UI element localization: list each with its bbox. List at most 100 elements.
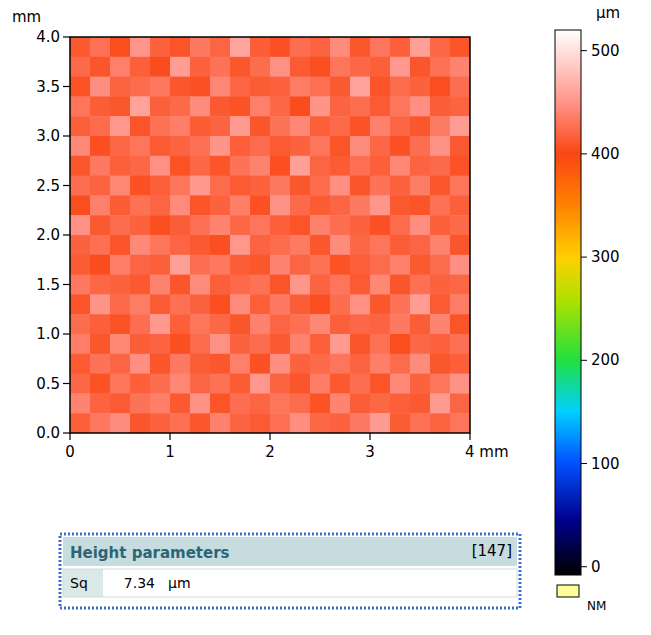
cell [310,354,331,374]
cell [130,235,151,255]
cell [370,235,391,255]
cell [430,176,451,196]
cell [110,413,131,433]
cell [190,195,211,215]
cell [350,413,371,433]
cell [350,156,371,176]
y-tick [63,383,70,384]
cell [430,96,451,116]
cell [230,255,251,275]
cell [290,176,311,196]
cell [270,77,291,97]
cell [150,136,171,156]
cell [90,314,111,334]
cell [410,255,431,275]
cell [390,96,411,116]
cell [210,334,231,354]
y-tick-label: 0.5 [36,375,60,393]
cell [210,57,231,77]
cell [290,77,311,97]
cell [270,235,291,255]
cell [350,275,371,295]
cell [310,96,331,116]
cell [70,136,91,156]
cell [150,393,171,413]
cell [230,176,251,196]
cell [330,77,351,97]
cell [410,374,431,394]
colorbar-tick [581,153,587,154]
cell [390,314,411,334]
cell [390,57,411,77]
cell [170,77,191,97]
cell [270,255,291,275]
cell [90,215,111,235]
x-tick-label: 0 [65,443,75,461]
cell [310,215,331,235]
cell [70,37,91,57]
cell [290,156,311,176]
y-tick [63,135,70,136]
cell [450,294,470,314]
cell [450,275,470,295]
cell [150,96,171,116]
cell [430,334,451,354]
cell [150,57,171,77]
cell [290,374,311,394]
cell [330,37,351,57]
cell [390,77,411,97]
cell [330,255,351,275]
cell [350,176,371,196]
cell [330,334,351,354]
cell [410,275,431,295]
cell [390,215,411,235]
cell [150,374,171,394]
y-tick [63,185,70,186]
cell [170,96,191,116]
cell [170,255,191,275]
cell [270,275,291,295]
cell [450,77,470,97]
cell [310,393,331,413]
cell [330,235,351,255]
cell [450,96,470,116]
cell [390,393,411,413]
cell [130,195,151,215]
cell [290,215,311,235]
cell [70,195,91,215]
param-header [63,537,517,566]
cell [230,96,251,116]
cell [290,57,311,77]
cell [230,215,251,235]
cell [90,393,111,413]
cell [330,136,351,156]
cell [170,176,191,196]
y-tick [63,86,70,87]
cell [290,37,311,57]
cell [310,37,331,57]
cell [430,255,451,275]
cell [130,156,151,176]
cell [190,413,211,433]
colorbar-tick-label: 500 [591,42,620,60]
cell [350,255,371,275]
cell [230,294,251,314]
y-tick [63,333,70,334]
cell [170,413,191,433]
cell [150,195,171,215]
cell [290,116,311,136]
cell [110,374,131,394]
cell [130,215,151,235]
cell [110,393,131,413]
cell [410,314,431,334]
cell [110,136,131,156]
x-tick [169,433,170,440]
cell [250,77,271,97]
cell [410,334,431,354]
cell [210,314,231,334]
cell [230,37,251,57]
cell [310,334,331,354]
cell [250,96,271,116]
cell [310,374,331,394]
cell [250,275,271,295]
